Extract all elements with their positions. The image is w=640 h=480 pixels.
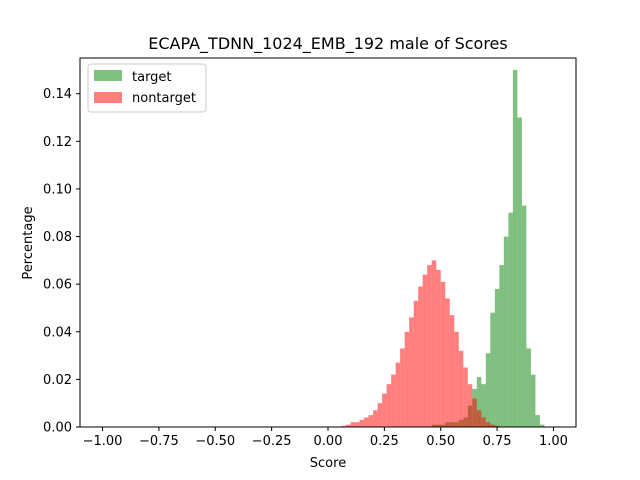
bar-nontarget-9 <box>382 393 387 427</box>
y-tick-label: 0.14 <box>43 87 72 102</box>
chart-title: ECAPA_TDNN_1024_EMB_192 male of Scores <box>148 34 507 54</box>
x-tick-label: 0.50 <box>426 434 455 449</box>
y-tick-label: 0.04 <box>43 325 72 340</box>
bar-nontarget-11 <box>391 374 396 427</box>
bar-nontarget-25 <box>454 331 459 427</box>
bar-target-21 <box>526 348 531 427</box>
legend-swatch-target <box>94 70 122 81</box>
x-tick-label: 0.75 <box>483 434 512 449</box>
bar-nontarget-0 <box>341 425 347 427</box>
bar-nontarget-2 <box>350 422 356 427</box>
bar-nontarget-17 <box>418 286 423 427</box>
y-tick-label: 0.08 <box>43 230 72 245</box>
y-axis: 0.00 0.02 0.04 0.06 0.08 0.10 0.12 0.14 <box>43 87 80 436</box>
y-tick-label: 0.02 <box>43 373 72 388</box>
bar-target-16 <box>503 236 509 427</box>
x-tick-label: 0.00 <box>314 434 343 449</box>
bar-nontarget-29 <box>472 398 477 427</box>
bar-nontarget-19 <box>427 265 432 427</box>
bar-nontarget-20 <box>431 260 437 427</box>
bar-nontarget-15 <box>409 317 414 427</box>
bar-nontarget-7 <box>373 410 378 427</box>
bar-nontarget-13 <box>400 348 405 427</box>
bar-nontarget-16 <box>413 300 419 427</box>
bar-nontarget-30 <box>476 410 482 427</box>
bar-target-18 <box>512 69 518 428</box>
bar-nontarget-33 <box>490 424 495 427</box>
bar-nontarget-14 <box>404 331 410 427</box>
bar-nontarget-24 <box>449 315 455 427</box>
x-tick-label: 1.00 <box>539 434 568 449</box>
bar-nontarget-22 <box>440 281 446 427</box>
y-tick-label: 0.12 <box>43 135 72 150</box>
bar-nontarget-26 <box>458 350 464 427</box>
bar-target-15 <box>499 265 504 427</box>
y-tick-label: 0.10 <box>43 182 72 197</box>
bar-nontarget-10 <box>386 384 392 427</box>
bar-nontarget-23 <box>445 298 450 427</box>
bar-nontarget-27 <box>463 367 468 427</box>
legend-swatch-nontarget <box>94 92 122 103</box>
legend-label-target: target <box>132 70 172 85</box>
bar-target-19 <box>517 117 522 428</box>
x-tick-label: −0.25 <box>252 434 292 449</box>
bar-nontarget-32 <box>485 422 491 427</box>
bar-nontarget-1 <box>346 424 351 427</box>
bar-target-23 <box>535 415 540 427</box>
x-axis-label: Score <box>310 456 346 471</box>
bar-nontarget-4 <box>359 419 365 427</box>
x-tick-label: 0.25 <box>370 434 399 449</box>
bar-nontarget-3 <box>355 422 360 427</box>
bar-nontarget-12 <box>395 362 401 427</box>
bar-target-22 <box>530 374 536 427</box>
bars-group <box>341 69 545 428</box>
bar-target-10 <box>476 377 482 427</box>
bar-nontarget-8 <box>377 403 383 427</box>
bar-nontarget-18 <box>422 274 428 427</box>
x-tick-label: −0.75 <box>139 434 179 449</box>
y-tick-label: 0.06 <box>43 278 72 293</box>
legend-label-nontarget: nontarget <box>132 91 196 106</box>
bar-target-13 <box>490 312 495 427</box>
bar-nontarget-5 <box>364 417 369 427</box>
x-axis: −1.00 −0.75 −0.50 −0.25 0.00 0.25 0.50 0.75 1.00 <box>83 427 568 449</box>
bar-target-11 <box>481 384 486 427</box>
bar-target-14 <box>494 288 500 427</box>
x-tick-label: −1.00 <box>83 434 123 449</box>
bar-target-20 <box>521 205 527 427</box>
bar-target-24 <box>539 424 545 427</box>
y-tick-label: 0.00 <box>43 421 72 436</box>
y-axis-label: Percentage <box>21 206 36 279</box>
bar-nontarget-6 <box>368 415 374 427</box>
x-tick-label: −0.50 <box>195 434 235 449</box>
plot-frame <box>79 57 577 428</box>
bar-nontarget-34 <box>494 425 500 427</box>
bar-nontarget-21 <box>436 269 441 427</box>
legend: target nontarget <box>87 63 207 113</box>
bar-target-12 <box>485 353 491 427</box>
bar-nontarget-28 <box>467 384 473 427</box>
bar-target-17 <box>508 212 513 427</box>
bar-nontarget-31 <box>481 417 486 427</box>
